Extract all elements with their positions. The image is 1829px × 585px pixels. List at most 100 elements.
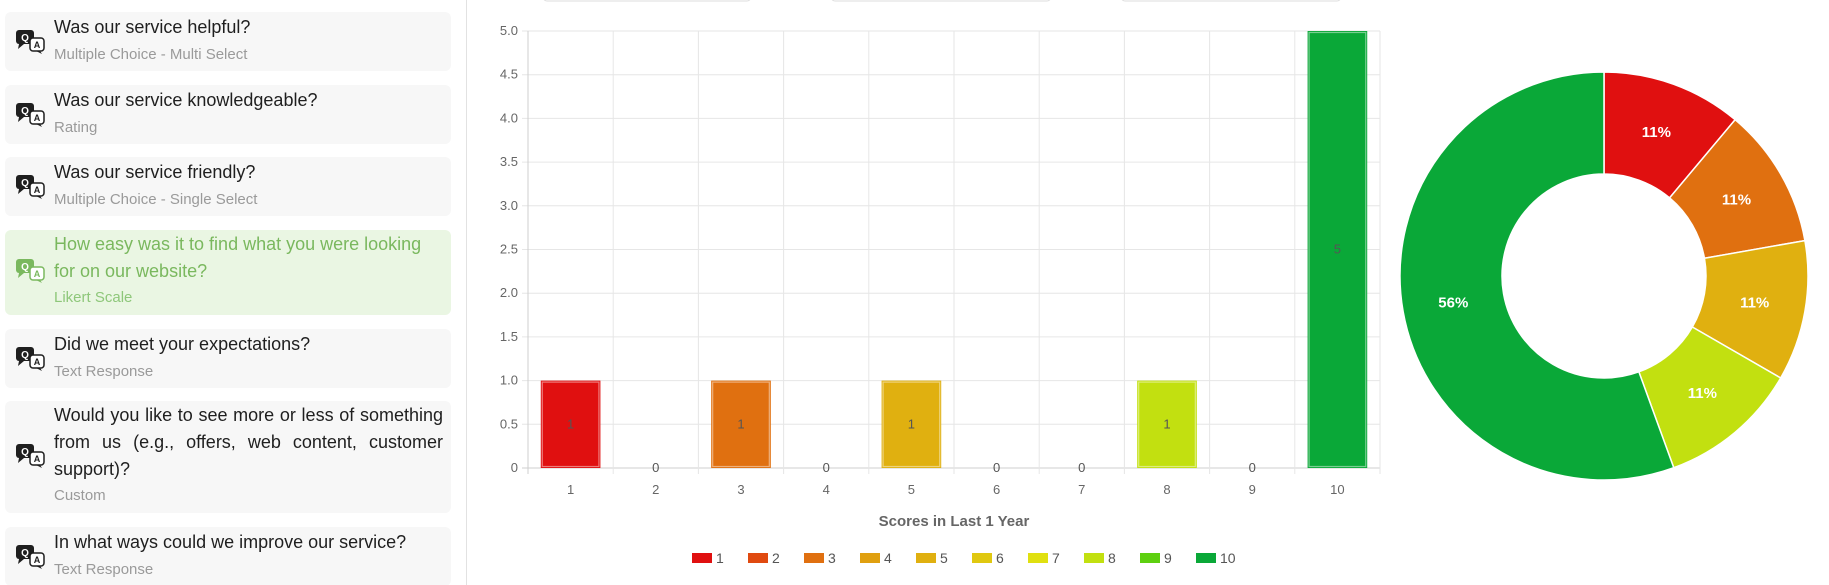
question-title: Was our service friendly?: [54, 162, 256, 182]
legend-label: 5: [940, 550, 948, 566]
qa-chat-icon: Q A: [16, 444, 45, 468]
pie-slice[interactable]: [1399, 71, 1675, 481]
legend-label: 3: [828, 550, 836, 566]
bar-value-label: 5: [1334, 242, 1341, 257]
y-tick-label: 4.5: [500, 67, 518, 82]
question-item-knowledgeable[interactable]: Q A Was our service knowledgeable? Ratin…: [5, 85, 451, 144]
question-type: Text Response: [54, 363, 154, 380]
bar-value-label: 1: [1163, 416, 1170, 431]
y-tick-label: 5.0: [500, 23, 518, 38]
bar-value-label: 0: [823, 460, 830, 475]
bar[interactable]: [540, 380, 601, 468]
legend-label: 7: [1052, 550, 1060, 566]
bar-value-label: 1: [908, 416, 915, 431]
bar-highlight: [712, 381, 770, 468]
question-item-friendly[interactable]: Q A Was our service friendly? Multiple C…: [5, 157, 451, 216]
legend-swatch: [748, 553, 768, 563]
x-tick-label: 9: [1249, 482, 1256, 497]
y-tick-label: 1.0: [500, 373, 518, 388]
bar[interactable]: [881, 380, 942, 468]
qa-chat-icon: Q A: [16, 103, 45, 127]
legend-label: 9: [1164, 550, 1172, 566]
x-tick-label: 1: [567, 482, 574, 497]
question-title: Was our service helpful?: [54, 17, 251, 37]
legend-swatch: [1140, 553, 1160, 563]
bar[interactable]: [1307, 31, 1368, 468]
question-type: Custom: [54, 487, 106, 504]
svg-text:A: A: [34, 454, 41, 464]
pie-slice-label: 56%: [1438, 295, 1468, 312]
legend-item[interactable]: 1: [692, 550, 724, 566]
question-type: Multiple Choice - Single Select: [54, 191, 258, 208]
bar-highlight: [541, 381, 600, 468]
legend-label: 6: [996, 550, 1004, 566]
top-control-2[interactable]: [831, 0, 1051, 2]
question-item-expectations[interactable]: Q A Did we meet your expectations? Text …: [5, 329, 451, 388]
x-tick-label: 10: [1330, 482, 1344, 497]
legend-label: 8: [1108, 550, 1116, 566]
pie-slice-label: 11%: [1688, 385, 1717, 402]
legend-swatch: [804, 553, 824, 563]
legend-item[interactable]: 7: [1028, 550, 1060, 566]
y-tick-label: 2.5: [500, 242, 518, 257]
qa-chat-icon: Q A: [16, 545, 45, 569]
question-type: Rating: [54, 119, 98, 136]
qa-chat-icon: Q A: [16, 347, 45, 371]
svg-text:A: A: [34, 185, 41, 195]
y-tick-label: 0: [511, 460, 518, 475]
y-tick-label: 0.5: [500, 416, 518, 431]
question-item-website-ease[interactable]: Q A How easy was it to find what you wer…: [5, 230, 451, 315]
svg-text:Q: Q: [21, 548, 29, 559]
y-tick-label: 2.0: [500, 285, 518, 300]
question-title: How easy was it to find what you were lo…: [54, 234, 422, 281]
question-type: Likert Scale: [54, 289, 133, 306]
x-tick-label: 2: [652, 482, 659, 497]
legend-item[interactable]: 5: [916, 550, 948, 566]
legend-swatch: [1196, 553, 1216, 563]
bar-highlight: [882, 381, 941, 468]
legend-item[interactable]: 4: [860, 550, 892, 566]
legend-item[interactable]: 2: [748, 550, 780, 566]
question-item-more-or-less[interactable]: Q A Would you like to see more or less o…: [5, 401, 451, 513]
bar-value-label: 0: [652, 460, 659, 475]
x-tick-label: 6: [993, 482, 1000, 497]
bar[interactable]: [1137, 380, 1197, 468]
legend-item[interactable]: 3: [804, 550, 836, 566]
question-title: Was our service knowledgeable?: [54, 90, 318, 110]
score-charts: 0 0.5 1.0 1.5 2.0 2.5 3.0 3.5 4.0 4.5 5.0 1 2 3 4 5 6 7 8…: [500, 0, 1809, 566]
bar-value-label: 1: [567, 416, 574, 431]
legend-label: 1: [716, 550, 724, 566]
x-tick-label: 4: [823, 482, 830, 497]
legend-item[interactable]: 10: [1196, 550, 1236, 566]
legend-label: 10: [1220, 550, 1236, 566]
legend-item[interactable]: 6: [972, 550, 1004, 566]
question-item-improve[interactable]: Q A In what ways could we improve our se…: [5, 527, 451, 585]
x-tick-label: 7: [1078, 482, 1085, 497]
legend-swatch: [1028, 553, 1048, 563]
top-control-3[interactable]: [1121, 0, 1341, 2]
svg-text:A: A: [34, 357, 41, 367]
legend-item[interactable]: 9: [1140, 550, 1172, 566]
bar-value-label: 0: [1078, 460, 1085, 475]
question-type: Text Response: [54, 561, 154, 578]
legend-label: 4: [884, 550, 892, 566]
legend-swatch: [916, 553, 936, 563]
y-tick-label: 3.0: [500, 198, 518, 213]
y-tick-label: 3.5: [500, 154, 518, 169]
question-title: Would you like to see more or less of so…: [54, 405, 443, 479]
bar-value-label: 0: [993, 460, 1000, 475]
bar-value-label: 1: [737, 416, 744, 431]
question-item-helpful[interactable]: Q A Was our service helpful? Multiple Ch…: [5, 12, 451, 71]
qa-chat-icon: Q A: [16, 259, 45, 283]
legend-item[interactable]: 8: [1084, 550, 1116, 566]
bar-highlight: [1138, 381, 1196, 468]
pie-slice-label: 11%: [1722, 192, 1751, 209]
bar[interactable]: [711, 380, 771, 468]
qa-chat-icon: Q A: [16, 30, 45, 54]
svg-text:Q: Q: [21, 350, 29, 361]
results-panel: 0 0.5 1.0 1.5 2.0 2.5 3.0 3.5 4.0 4.5 5.0 1 2 3 4 5 6 7 8…: [467, 0, 1829, 585]
top-control-1[interactable]: [543, 0, 751, 2]
x-tick-label: 8: [1163, 482, 1170, 497]
question-type: Multiple Choice - Multi Select: [54, 46, 248, 63]
svg-text:Q: Q: [21, 106, 29, 117]
